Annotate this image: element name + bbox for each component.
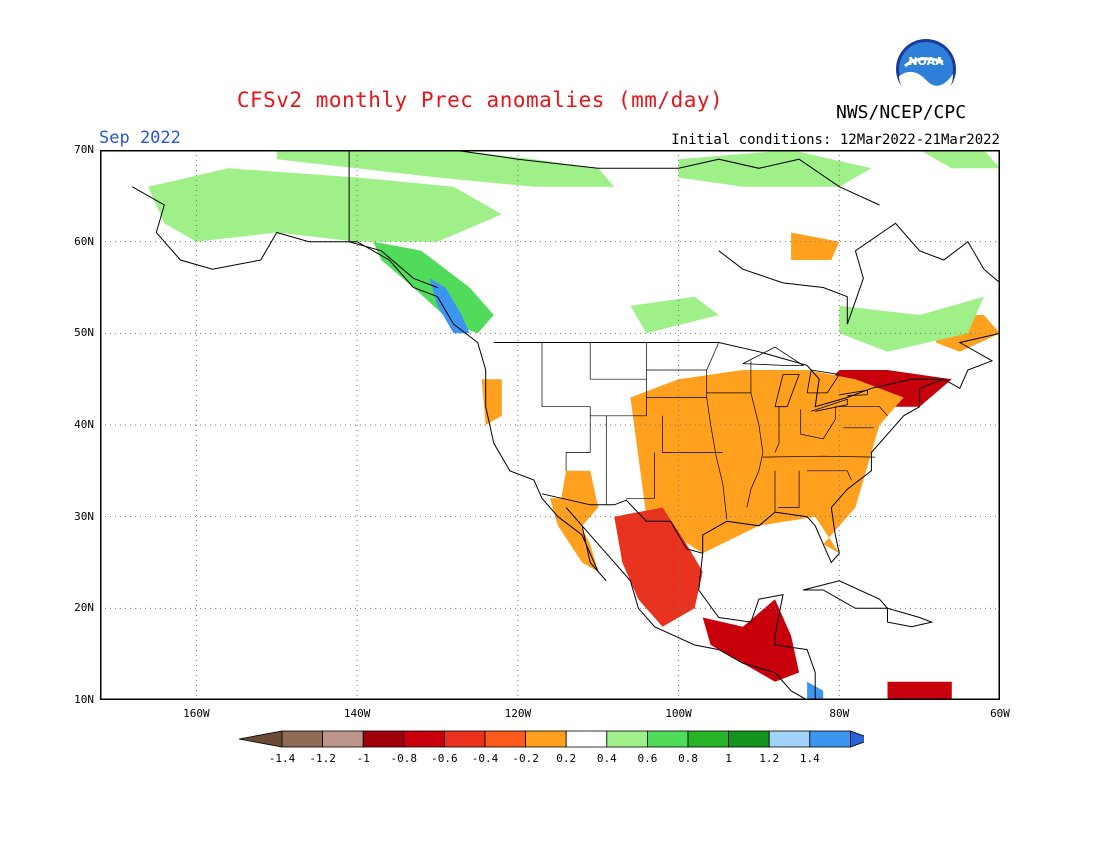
colorbar-label: 0.2 <box>556 752 577 765</box>
noaa-logo: NOAA <box>896 39 956 100</box>
longitude-label: 80W <box>829 707 850 720</box>
colorbar-swatch <box>525 730 567 748</box>
colorbar-swatch <box>362 730 405 748</box>
colorbar-label: -0.2 <box>512 752 539 765</box>
state-border <box>800 406 836 440</box>
state-border <box>835 406 888 417</box>
colorbar-swatch <box>403 730 445 748</box>
state-border <box>807 470 852 481</box>
longitude-label: 140W <box>343 707 371 720</box>
colorbar-label: -1.2 <box>309 752 336 765</box>
region-west-coast-mild-dry <box>481 379 502 425</box>
noaa-logo-text: NOAA <box>908 55 944 68</box>
state-border <box>626 452 655 499</box>
colorbar-label: 1.2 <box>759 752 780 765</box>
region-hudson-bay-dry <box>791 232 840 260</box>
colorbar-swatch <box>443 730 486 748</box>
region-alaska-wet <box>148 168 502 242</box>
colorbar-swatch <box>850 730 864 748</box>
target-month-label: Sep 2022 <box>99 128 181 148</box>
colorbar <box>238 730 864 748</box>
colorbar-label: 1.4 <box>799 752 820 765</box>
colorbar-swatch <box>238 730 283 748</box>
longitude-label: 160W <box>183 707 210 720</box>
colorbar-swatch <box>646 730 689 748</box>
region-arctic-wet <box>276 150 615 187</box>
agency-label: NWS/NCEP/CPC <box>836 102 967 123</box>
colorbar-label: 0.8 <box>678 752 698 765</box>
region-mid-canada-wet <box>630 296 719 334</box>
region-caribbean-dry <box>887 681 952 700</box>
state-border <box>589 342 647 417</box>
coastline <box>887 607 934 628</box>
coastline <box>698 553 816 700</box>
chart-title: CFSv2 monthly Prec anomalies (mm/day) <box>236 88 724 112</box>
colorbar-label: 0.4 <box>596 752 617 765</box>
initial-conditions-label: Initial conditions: 12Mar2022-21Mar2022 <box>671 132 1000 148</box>
state-border <box>778 470 800 508</box>
longitude-label: 120W <box>504 707 532 720</box>
coastline <box>357 150 880 206</box>
country-border <box>541 493 703 554</box>
colorbar-swatch <box>565 730 608 748</box>
anomaly-map <box>100 150 1000 700</box>
region-central-america-dry <box>702 599 800 682</box>
lake-outline <box>811 398 848 412</box>
lake-outline <box>806 369 840 394</box>
longitude-label: 60W <box>990 707 1010 720</box>
region-canada-north-wet <box>678 150 872 187</box>
colorbar-label: -0.4 <box>471 752 499 765</box>
colorbar-swatch <box>728 730 770 748</box>
gridlines <box>100 150 1000 700</box>
colorbar-label: 0.6 <box>637 752 658 765</box>
colorbar-swatch <box>281 730 323 748</box>
latitude-label: 30N <box>74 509 94 523</box>
colorbar-label: 1 <box>725 752 732 765</box>
lake-outline <box>774 374 800 408</box>
region-baja-mild-dry <box>550 498 599 572</box>
colorbar-swatch <box>687 730 729 748</box>
coastline <box>802 580 889 609</box>
colorbar-swatch <box>768 730 811 748</box>
colorbar-label: -1 <box>356 752 370 765</box>
latitude-label: 70N <box>74 143 94 156</box>
latitude-label: 10N <box>74 693 94 706</box>
latitude-label: 50N <box>74 326 94 340</box>
state-border <box>774 406 780 453</box>
colorbar-label: -0.6 <box>431 752 458 765</box>
lake-outline <box>839 389 868 397</box>
longitude-label: 100W <box>665 707 692 720</box>
colorbar-label: -1.4 <box>268 752 296 765</box>
coastlines-and-borders <box>131 150 1000 700</box>
latitude-label: 40N <box>74 418 94 431</box>
state-border <box>541 342 591 471</box>
state-border <box>662 415 723 453</box>
state-border <box>762 455 876 458</box>
colorbar-label: -0.8 <box>390 752 418 765</box>
region-mexico-dry <box>614 507 703 627</box>
colorbar-swatch <box>322 730 364 748</box>
colorbar-swatch <box>606 730 648 748</box>
coastline <box>131 186 808 700</box>
region-bc-coast-very-wet <box>429 278 470 334</box>
region-quebec-wet <box>839 296 984 352</box>
coastline <box>718 222 1000 325</box>
colorbar-swatch <box>484 730 526 748</box>
colorbar-swatch <box>809 730 851 748</box>
country-border <box>348 150 438 288</box>
lake-outline <box>742 346 805 366</box>
latitude-label: 20N <box>74 601 94 615</box>
map-frame <box>100 150 1000 700</box>
region-greenland-wet <box>919 150 1000 169</box>
latitude-label: 60N <box>74 234 94 248</box>
